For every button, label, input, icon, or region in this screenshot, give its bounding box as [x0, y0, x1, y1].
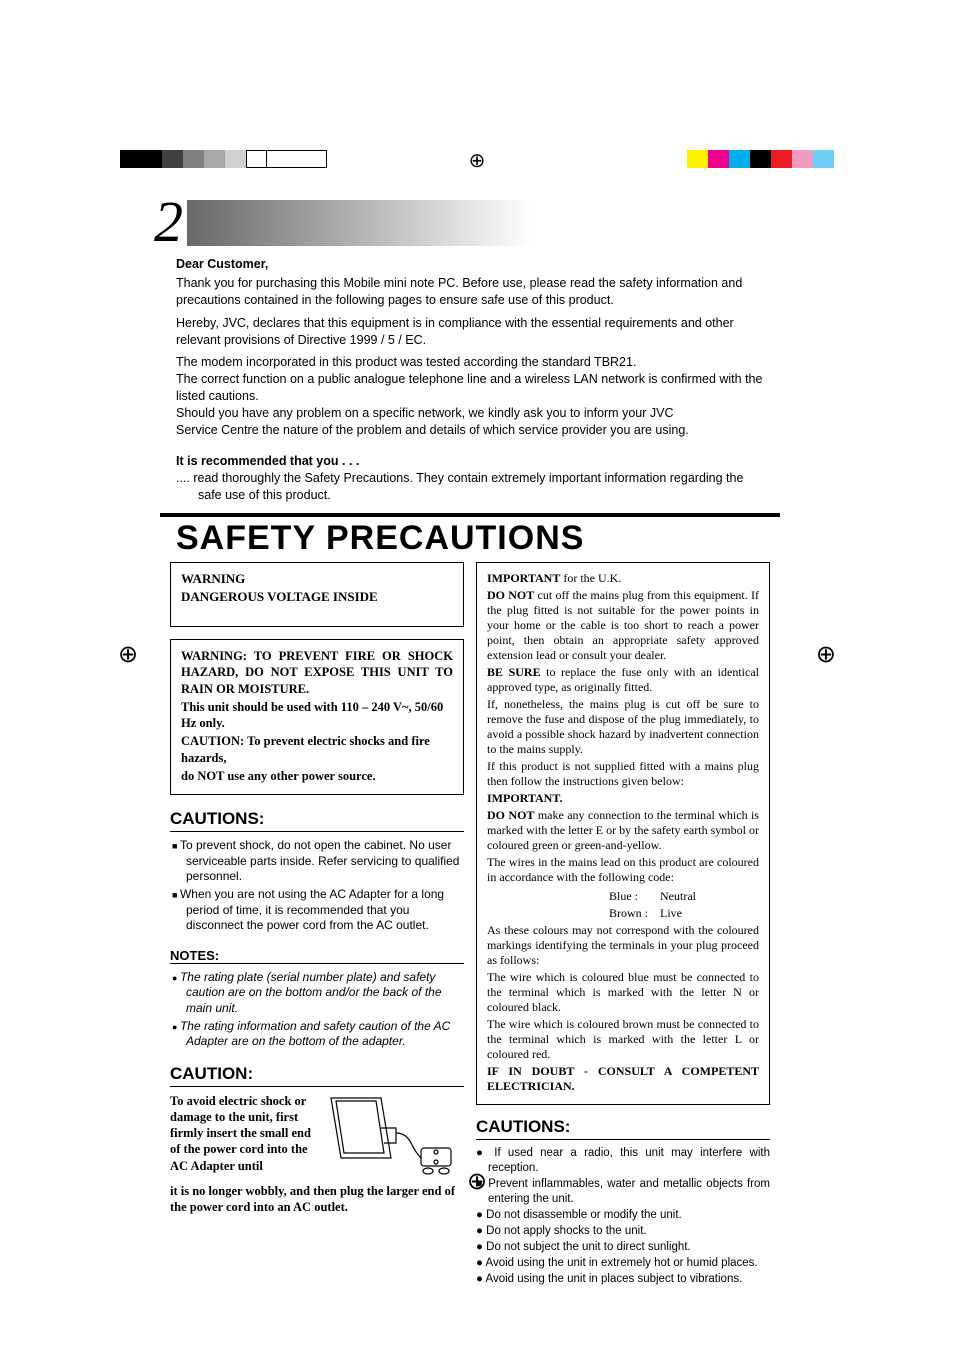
safety-precautions-title: SAFETY PRECAUTIONS	[176, 519, 780, 558]
caution-plug-title: CAUTION:	[170, 1064, 464, 1084]
list-item: If used near a radio, this unit may inte…	[476, 1146, 770, 1176]
intro-p3: The modem incorporated in this product w…	[176, 354, 764, 371]
page-header-bar: 2	[160, 200, 780, 246]
page-number: 2	[154, 188, 187, 255]
wire-colour-table: Blue :Neutral Brown :Live	[607, 887, 708, 923]
intro-p4: The correct function on a public analogu…	[176, 371, 764, 405]
reg-marks-right	[687, 150, 834, 168]
warn2-p1: This unit should be used with 110 – 240 …	[181, 699, 453, 732]
recommend-header: It is recommended that you . . .	[176, 453, 764, 470]
notes-section: NOTES: The rating plate (serial number p…	[170, 948, 464, 1050]
caution-plug-text-2: it is no longer wobbly, and then plug th…	[170, 1183, 464, 1216]
list-item: Avoid using the unit in extremely hot or…	[476, 1256, 770, 1271]
registration-target-icon: ⊕	[469, 148, 486, 173]
caution-plug-text-1: To avoid electric shock or damage to the…	[170, 1093, 320, 1174]
right-cautions-title: CAUTIONS:	[476, 1117, 770, 1137]
recommend-section: It is recommended that you . . . .... re…	[160, 453, 780, 510]
list-item: Do not disassemble or modify the unit.	[476, 1208, 770, 1223]
intro-p5: Should you have any problem on a specifi…	[176, 405, 764, 422]
two-column-layout: WARNING DANGEROUS VOLTAGE INSIDE WARNING…	[160, 562, 780, 1287]
warning-box: WARNING DANGEROUS VOLTAGE INSIDE	[170, 562, 464, 627]
warning-subtitle: DANGEROUS VOLTAGE INSIDE	[181, 589, 453, 606]
list-item: The rating information and safety cautio…	[172, 1019, 462, 1050]
uk-important-label: IMPORTANT	[487, 571, 560, 585]
intro-section: Dear Customer, Thank you for purchasing …	[160, 248, 780, 453]
ac-adapter-plug-icon	[326, 1093, 456, 1183]
registration-bar: ⊕	[0, 150, 954, 178]
list-item: Do not subject the unit to direct sunlig…	[476, 1240, 770, 1255]
intro-p1: Thank you for purchasing this Mobile min…	[176, 275, 764, 309]
left-cautions-title: CAUTIONS:	[170, 809, 464, 829]
crop-mark-right-icon: ⊕	[816, 640, 836, 669]
list-item: Avoid using the unit in places subject t…	[476, 1272, 770, 1287]
warning-title: WARNING	[181, 571, 453, 588]
warn2-p2: CAUTION: To prevent electric shocks and …	[181, 733, 453, 766]
left-column: WARNING DANGEROUS VOLTAGE INSIDE WARNING…	[170, 562, 464, 1287]
list-item: Prevent inflammables, water and metallic…	[476, 1177, 770, 1207]
crop-mark-left-icon: ⊕	[118, 640, 138, 669]
page-root: ⊕ ⊕ ⊕ ⊕ 2 Dear Customer, Thank you for p…	[0, 0, 954, 1351]
content-area: 2 Dear Customer, Thank you for purchasin…	[160, 200, 780, 1288]
list-item: To prevent shock, do not open the cabine…	[172, 838, 462, 885]
notes-title: NOTES:	[170, 948, 464, 963]
uk-consult-electrician: IF IN DOUBT - CONSULT A COMPETENT ELECTR…	[487, 1064, 759, 1094]
warn2-header: WARNING: TO PREVENT FIRE OR SHOCK HAZARD…	[181, 648, 453, 697]
salutation: Dear Customer,	[176, 256, 764, 273]
intro-p2: Hereby, JVC, declares that this equipmen…	[176, 315, 764, 349]
right-column: IMPORTANT for the U.K. DO NOT cut off th…	[476, 562, 770, 1287]
right-cautions-section: CAUTIONS: If used near a radio, this uni…	[476, 1117, 770, 1286]
recommend-body: .... read thoroughly the Safety Precauti…	[176, 470, 764, 504]
reg-marks-left	[120, 150, 327, 168]
divider-rule	[160, 513, 780, 517]
intro-p6: Service Centre the nature of the problem…	[176, 422, 764, 439]
warn2-p3: do NOT use any other power source.	[181, 768, 453, 784]
list-item: The rating plate (serial number plate) a…	[172, 970, 462, 1017]
warning-voltage-box: WARNING: TO PREVENT FIRE OR SHOCK HAZARD…	[170, 639, 464, 795]
caution-plug-section: CAUTION: To avoid electric shock or dama…	[170, 1064, 464, 1216]
list-item: When you are not using the AC Adapter fo…	[172, 887, 462, 934]
list-item: Do not apply shocks to the unit.	[476, 1224, 770, 1239]
left-cautions-section: CAUTIONS: To prevent shock, do not open …	[170, 809, 464, 934]
uk-important-box: IMPORTANT for the U.K. DO NOT cut off th…	[476, 562, 770, 1105]
